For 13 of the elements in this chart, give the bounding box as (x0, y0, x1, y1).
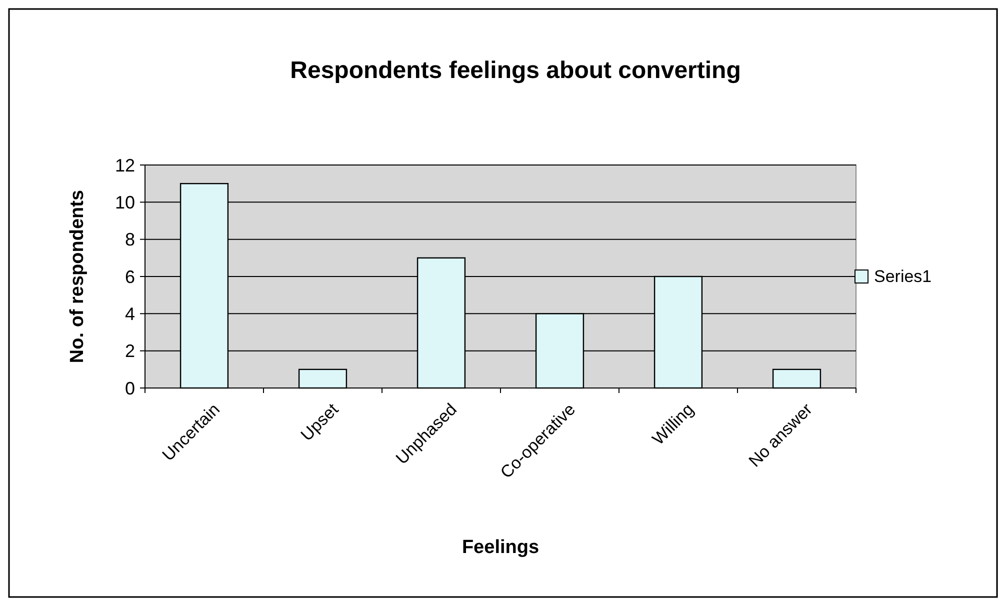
bar (772, 368, 822, 389)
y-tick-label: 6 (124, 266, 135, 287)
x-axis-title: Feelings (462, 537, 540, 558)
y-tick-label: 8 (124, 230, 135, 250)
y-tick-label: 12 (114, 155, 135, 176)
y-tick-label: 2 (124, 341, 135, 362)
y-tick-label: 0 (124, 378, 135, 398)
legend-label: Series1 (874, 266, 932, 286)
chart-title: Respondents feelings about converting (290, 57, 741, 84)
y-tick-label: 10 (114, 192, 135, 212)
bar (298, 368, 348, 389)
y-tick-label: 4 (124, 304, 135, 324)
y-axis-title: No. of respondents (67, 190, 88, 364)
